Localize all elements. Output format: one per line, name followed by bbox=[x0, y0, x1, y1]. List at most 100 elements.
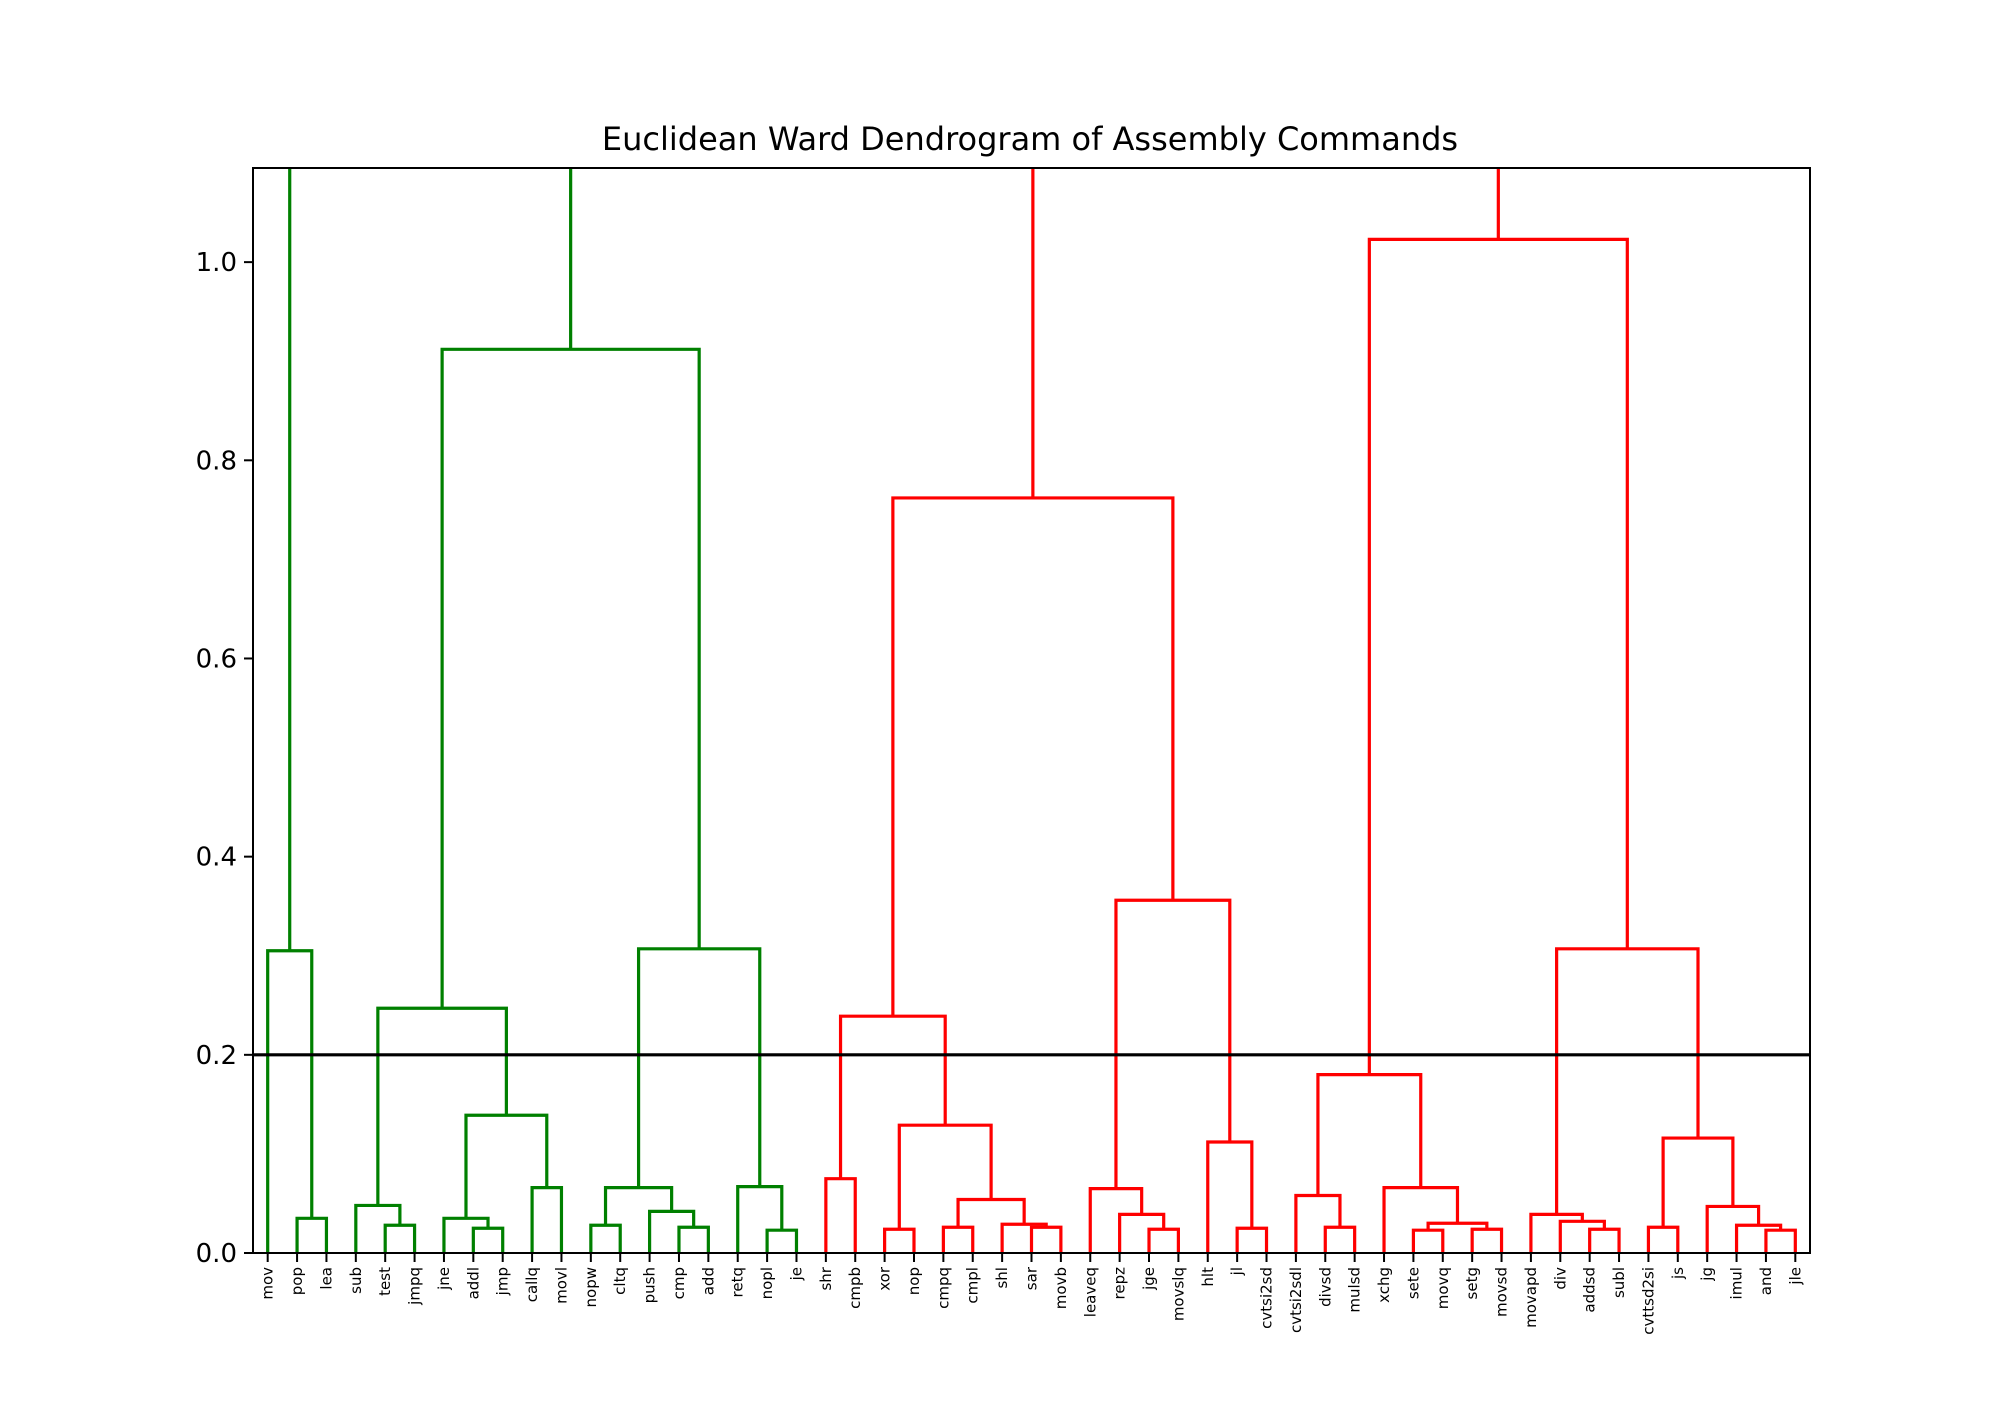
leaf-label: jne bbox=[435, 1267, 453, 1291]
leaf-label: nop bbox=[905, 1267, 923, 1295]
dendrogram-link-18 bbox=[883, 1227, 916, 1253]
leaf-label: jmp bbox=[494, 1267, 512, 1296]
leaf-label: imul bbox=[1728, 1267, 1746, 1299]
leaf-label: leaveq bbox=[1081, 1267, 1099, 1317]
chart-title: Euclidean Ward Dendrogram of Assembly Co… bbox=[602, 120, 1458, 158]
dendrogram-link-44 bbox=[1734, 1223, 1783, 1253]
leaf-label: sete bbox=[1404, 1267, 1422, 1299]
leaf-label: xor bbox=[876, 1266, 894, 1291]
leaf-label: mulsd bbox=[1346, 1267, 1364, 1313]
dendrogram-link-16 bbox=[440, 347, 701, 1009]
dendrogram-link-31 bbox=[891, 496, 1175, 1017]
leaf-label: repz bbox=[1111, 1267, 1129, 1300]
dendrogram-link-3 bbox=[354, 1203, 402, 1253]
dendrogram-link-8 bbox=[376, 1006, 508, 1206]
leaf-label: jg bbox=[1698, 1267, 1716, 1282]
leaf-label: callq bbox=[523, 1267, 541, 1302]
dendrogram-link-20 bbox=[1029, 1225, 1063, 1253]
dendrogram-link-4 bbox=[471, 1226, 505, 1253]
leaf-label: retq bbox=[729, 1267, 747, 1297]
dendrogram-link-0 bbox=[295, 1216, 329, 1253]
leaf-label: xchg bbox=[1375, 1267, 1393, 1303]
leaf-label: cmpb bbox=[846, 1267, 864, 1309]
dendrogram-link-46 bbox=[1661, 1136, 1735, 1228]
leaf-label: shl bbox=[993, 1267, 1011, 1289]
dendrogram-link-28 bbox=[1235, 1226, 1269, 1253]
leaf-label: movl bbox=[552, 1267, 570, 1304]
dendrogram-link-43 bbox=[1764, 1228, 1797, 1253]
dendrogram-link-25 bbox=[1147, 1227, 1180, 1253]
dendrogram-link-47 bbox=[1555, 947, 1700, 1215]
dendrogram-link-19 bbox=[941, 1225, 975, 1253]
leaf-label: push bbox=[641, 1267, 659, 1303]
leaf-label: jmpq bbox=[406, 1267, 424, 1306]
dendrogram-link-9 bbox=[589, 1223, 622, 1253]
y-tick-label: 0.6 bbox=[196, 644, 237, 674]
dendrogram-link-34 bbox=[1411, 1228, 1445, 1253]
dendrogram-link-37 bbox=[1382, 1186, 1460, 1253]
dendrogram-link-27 bbox=[1088, 1186, 1144, 1253]
dendrogram-link-23 bbox=[897, 1123, 993, 1230]
y-tick-label: 0.0 bbox=[196, 1239, 237, 1269]
dendrogram-link-6 bbox=[530, 1186, 564, 1253]
leaf-label: cmpl bbox=[964, 1267, 982, 1304]
leaf-label: and bbox=[1757, 1267, 1775, 1295]
dendrogram-link-7 bbox=[464, 1113, 549, 1219]
dendrogram-link-17 bbox=[824, 1177, 857, 1253]
leaf-label: lea bbox=[317, 1267, 335, 1290]
dendrogram-link-13 bbox=[765, 1228, 799, 1253]
dendrogram-link-41 bbox=[1529, 1212, 1584, 1253]
leaf-label: sar bbox=[1023, 1266, 1041, 1290]
dendrogram-links bbox=[266, 168, 1797, 1253]
dendrogram-link-40 bbox=[1558, 1219, 1606, 1253]
leaf-label: jl bbox=[1228, 1267, 1246, 1276]
dendrogram-link-10 bbox=[677, 1225, 710, 1253]
leaf-label: jle bbox=[1786, 1267, 1804, 1286]
leaf-label: cvtsi2sd bbox=[1258, 1267, 1276, 1329]
y-tick-label: 0.2 bbox=[196, 1041, 237, 1071]
dendrogram-link-15 bbox=[636, 947, 762, 1188]
dendrogram-link-14 bbox=[736, 1185, 784, 1253]
leaf-label: hlt bbox=[1199, 1267, 1217, 1287]
leaf-label: addl bbox=[464, 1267, 482, 1299]
dendrogram-link-2 bbox=[383, 1223, 417, 1253]
dendrogram-link-30 bbox=[1114, 898, 1232, 1189]
leaf-label: pop bbox=[288, 1267, 306, 1295]
leaf-label: cvtsi2sdl bbox=[1287, 1267, 1305, 1333]
leaf-label: mov bbox=[259, 1267, 277, 1300]
leaf-label: cmpq bbox=[934, 1267, 952, 1309]
dendrogram-link-35 bbox=[1470, 1227, 1504, 1253]
leaf-label: cmp bbox=[670, 1267, 688, 1299]
leaf-label: divsd bbox=[1316, 1267, 1334, 1307]
leaf-label: js bbox=[1669, 1267, 1687, 1280]
dendrogram-link-24 bbox=[838, 1014, 947, 1179]
leaf-label: nopl bbox=[758, 1267, 776, 1299]
leaf-label: movslq bbox=[1169, 1267, 1187, 1321]
dendrogram-link-12 bbox=[603, 1186, 674, 1226]
leaf-label: jge bbox=[1140, 1267, 1158, 1291]
dendrogram-link-1 bbox=[266, 949, 314, 1253]
leaf-label: movq bbox=[1434, 1267, 1452, 1309]
leaf-label: je bbox=[787, 1267, 805, 1281]
leaf-label: addsd bbox=[1581, 1267, 1599, 1313]
dendrogram-link-29 bbox=[1206, 1140, 1254, 1253]
leaf-label: movsd bbox=[1493, 1267, 1511, 1317]
dendrogram-link-45 bbox=[1705, 1204, 1761, 1253]
leaf-label: subl bbox=[1610, 1267, 1628, 1298]
y-tick-label: 0.8 bbox=[196, 446, 237, 476]
dendrogram-link-39 bbox=[1588, 1227, 1621, 1253]
dendrogram-link-11 bbox=[647, 1209, 696, 1253]
y-tick-label: 1.0 bbox=[196, 248, 237, 278]
y-axis-ticks: 0.0 0.2 0.4 0.6 0.8 1.0 bbox=[196, 248, 253, 1269]
dendrogram-link-38 bbox=[1316, 1073, 1423, 1196]
leaf-label: movapd bbox=[1522, 1267, 1540, 1328]
leaf-label: shr bbox=[817, 1266, 835, 1290]
leaf-label: add bbox=[699, 1267, 717, 1295]
dendrogram-link-26 bbox=[1118, 1212, 1166, 1253]
leaf-label: nopw bbox=[582, 1267, 600, 1307]
dendrogram-link-42 bbox=[1646, 1225, 1680, 1253]
leaf-label: cltq bbox=[611, 1267, 629, 1295]
dendrogram-link-32 bbox=[1323, 1225, 1357, 1253]
leaf-label: setg bbox=[1463, 1267, 1481, 1299]
